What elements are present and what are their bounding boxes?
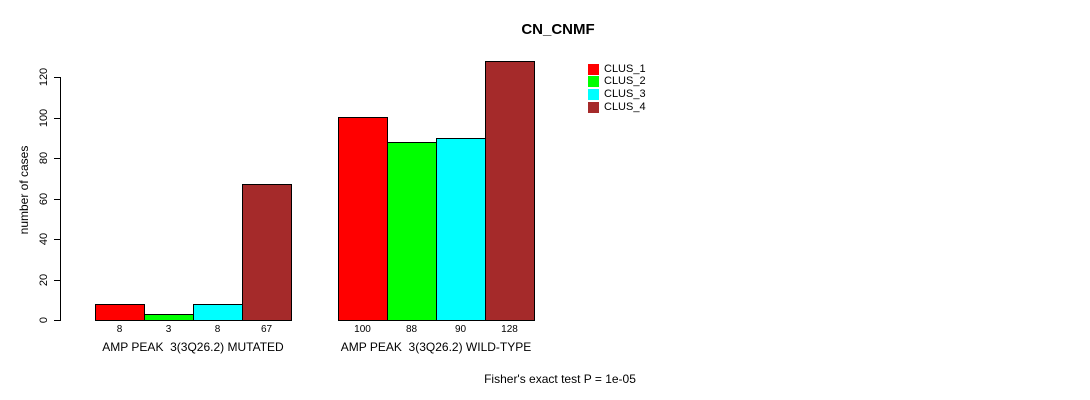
bar-clus_1-group1 <box>95 304 145 321</box>
legend-swatch <box>588 63 599 75</box>
bar-clus_2-group2 <box>387 142 437 321</box>
bar-value-label: 8 <box>116 324 123 335</box>
y-tick-label: 80 <box>38 151 50 165</box>
y-tick-mark <box>54 199 61 200</box>
legend-swatch <box>588 76 599 88</box>
bar-value-label: 128 <box>501 324 518 335</box>
bar-clus_4-group1 <box>242 184 292 321</box>
y-tick-label: 0 <box>38 316 50 324</box>
legend-label: CLUS_2 <box>604 75 646 88</box>
bar-value-label: 88 <box>405 324 418 335</box>
legend-item-clus_1: CLUS_1 <box>588 63 646 76</box>
bar-clus_3-group1 <box>193 304 243 321</box>
bar-value-label: 8 <box>214 324 221 335</box>
y-tick-label: 20 <box>38 273 50 287</box>
y-tick-mark <box>54 77 61 78</box>
y-tick-mark <box>54 280 61 281</box>
legend-item-clus_2: CLUS_2 <box>588 76 646 89</box>
legend-label: CLUS_4 <box>604 100 646 113</box>
bar-value-label: 90 <box>454 324 467 335</box>
legend-label: CLUS_3 <box>604 87 646 100</box>
bar-value-label: 100 <box>354 324 371 335</box>
y-tick-mark <box>54 320 61 321</box>
bar-value-label: 3 <box>165 324 172 335</box>
legend-swatch <box>588 101 599 113</box>
y-tick-label: 40 <box>38 232 50 246</box>
legend-item-clus_4: CLUS_4 <box>588 101 646 114</box>
bar-value-label: 67 <box>260 324 273 335</box>
legend-swatch <box>588 88 599 100</box>
legend-item-clus_3: CLUS_3 <box>588 88 646 101</box>
y-tick-mark <box>54 239 61 240</box>
bar-clus_1-group2 <box>338 117 388 321</box>
bar-clus_2-group1 <box>144 314 194 321</box>
y-tick-mark <box>54 158 61 159</box>
x-group-label: AMP PEAK 3(3Q26.2) MUTATED <box>102 340 284 354</box>
annotation-text: Fisher's exact test P = 1e-05 <box>484 372 636 386</box>
legend-label: CLUS_1 <box>604 62 646 75</box>
y-tick-label: 120 <box>38 67 50 87</box>
bar-clus_4-group2 <box>485 61 535 321</box>
y-tick-label: 100 <box>38 108 50 128</box>
x-group-label: AMP PEAK 3(3Q26.2) WILD-TYPE <box>340 340 532 354</box>
chart-title: CN_CNMF <box>521 21 595 38</box>
y-tick-label: 60 <box>38 192 50 206</box>
legend: CLUS_1 CLUS_2 CLUS_3 CLUS_4 <box>588 63 646 113</box>
y-axis-label: number of cases <box>17 145 31 235</box>
y-tick-mark <box>54 118 61 119</box>
bar-clus_3-group2 <box>436 138 486 321</box>
